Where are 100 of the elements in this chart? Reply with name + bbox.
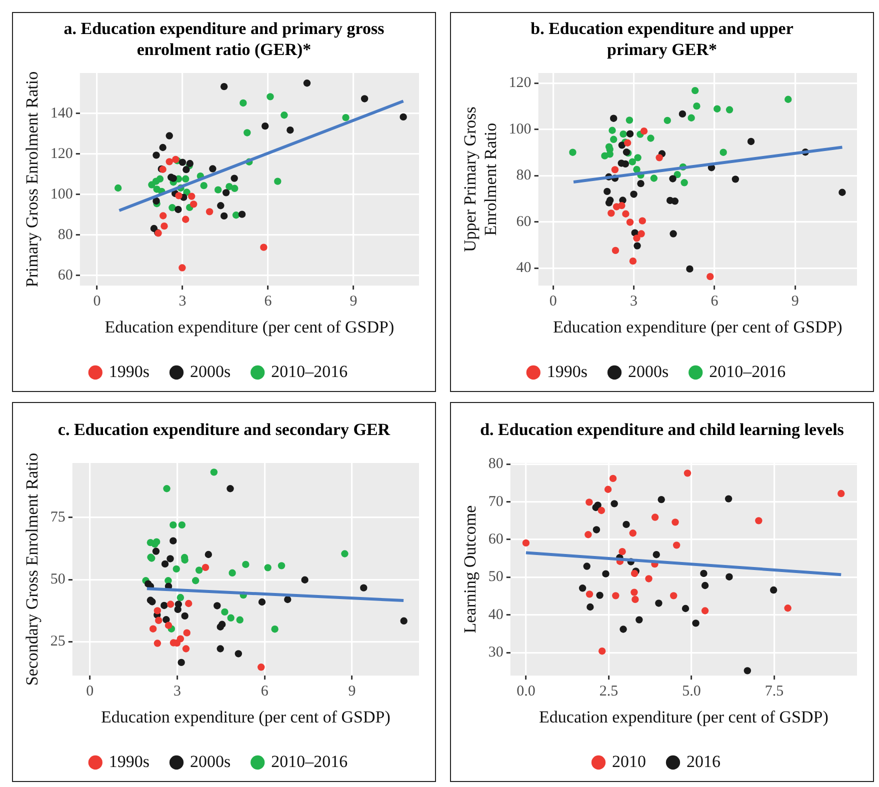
point: [166, 158, 173, 166]
point: [726, 106, 734, 114]
point: [594, 502, 602, 509]
point: [214, 186, 222, 194]
point: [650, 174, 658, 182]
point: [628, 158, 636, 166]
point: [216, 623, 224, 630]
legend-label: 2016: [686, 752, 720, 771]
point: [220, 212, 228, 220]
point: [630, 588, 638, 596]
y-tick-label: 100: [508, 121, 532, 138]
point: [632, 596, 639, 604]
point: [280, 112, 288, 119]
point: [240, 99, 247, 107]
y-axis-title: Secondary Gross Enrolment Ratio: [22, 452, 42, 686]
point: [226, 485, 234, 492]
point: [586, 498, 593, 506]
point: [706, 272, 714, 280]
point: [688, 114, 695, 122]
point: [606, 150, 614, 158]
point: [192, 577, 200, 584]
legend-label: 2010–2016: [271, 362, 348, 381]
legend-label: 1990s: [108, 362, 150, 381]
point: [838, 188, 846, 196]
legend-label: 2010–2016: [271, 752, 348, 771]
point: [114, 184, 122, 192]
point: [596, 592, 604, 599]
point: [522, 539, 530, 547]
point: [154, 640, 162, 647]
point: [586, 590, 594, 598]
point: [174, 206, 182, 214]
point: [204, 550, 212, 558]
point: [633, 234, 640, 242]
point: [651, 514, 659, 521]
point: [152, 538, 160, 546]
point: [610, 500, 618, 508]
point: [200, 182, 208, 190]
point: [598, 506, 606, 514]
point: [618, 548, 626, 556]
point: [152, 197, 160, 205]
point: [626, 130, 634, 138]
point: [682, 604, 690, 612]
point: [674, 170, 681, 178]
point: [586, 603, 594, 611]
point: [629, 530, 636, 537]
point: [670, 230, 677, 238]
x-tick-label: 9: [350, 294, 358, 310]
x-tick-label: 6: [264, 294, 272, 310]
x-tick-label: 0: [86, 684, 94, 700]
point: [342, 114, 350, 122]
point: [174, 606, 182, 614]
point: [637, 180, 644, 188]
y-tick-label: 75: [50, 509, 66, 526]
point: [672, 542, 680, 549]
point: [163, 485, 170, 492]
point: [181, 612, 188, 620]
point: [258, 664, 265, 671]
point: [209, 165, 216, 172]
point: [604, 486, 612, 493]
x-tick-label: 6: [710, 294, 719, 310]
x-tick-label: 0.0: [516, 684, 536, 700]
point: [161, 560, 169, 568]
point: [630, 570, 638, 578]
point: [622, 520, 630, 528]
point: [182, 175, 190, 182]
point: [610, 114, 618, 122]
x-axis-title: Education expenditure (per cent of GSDP): [101, 707, 390, 726]
point: [164, 622, 172, 629]
point: [260, 244, 268, 251]
point: [190, 200, 198, 208]
point: [608, 210, 615, 217]
point: [784, 96, 792, 103]
point: [196, 566, 203, 574]
legend-label: 2010–2016: [709, 362, 786, 381]
point: [701, 582, 709, 590]
point: [178, 521, 186, 529]
point: [236, 616, 244, 624]
point: [284, 596, 292, 604]
point: [724, 495, 732, 502]
point: [160, 222, 168, 230]
point: [216, 645, 224, 652]
x-axis-title: Education expenditure (per cent of GSDP): [104, 317, 394, 336]
legend-label: 2000s: [190, 752, 231, 771]
point: [612, 246, 620, 254]
point: [360, 95, 368, 102]
point: [629, 257, 637, 265]
x-axis-title: Education expenditure (per cent of GSDP): [552, 317, 842, 336]
point: [159, 144, 166, 152]
point: [178, 158, 186, 166]
point: [598, 648, 606, 655]
x-tick-label: 0: [93, 294, 101, 310]
point: [222, 189, 230, 196]
chart-title: b. Education expenditure and upper primary GER*: [530, 18, 794, 61]
point: [303, 80, 311, 87]
point: [278, 562, 286, 570]
point: [258, 598, 266, 606]
point: [186, 160, 194, 168]
point: [178, 264, 186, 272]
x-tick-label: 5.0: [682, 684, 701, 700]
y-tick-label: 60: [488, 531, 504, 548]
